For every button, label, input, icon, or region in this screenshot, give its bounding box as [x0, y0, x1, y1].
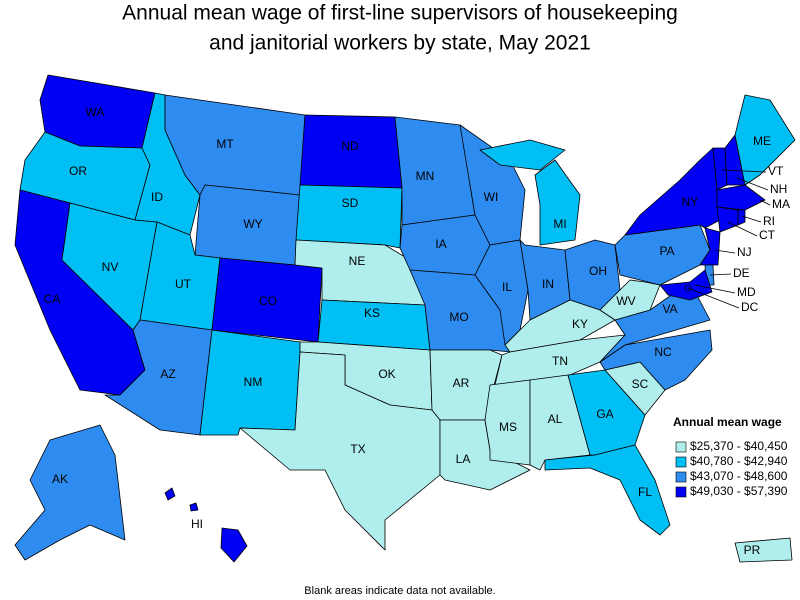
state-label: TN — [552, 354, 568, 368]
leader-line — [714, 249, 736, 254]
leader-line — [721, 169, 767, 173]
state-label: HI — [191, 517, 203, 531]
state-shape — [211, 257, 323, 343]
map-title: Annual mean wage of first-line superviso… — [122, 2, 678, 25]
state-shape — [164, 487, 176, 501]
legend-swatch — [675, 486, 687, 498]
state-shape — [295, 184, 403, 249]
footnote: Blank areas indicate data not available. — [304, 585, 495, 597]
state-shape — [716, 184, 766, 211]
state-label: DE — [733, 266, 750, 280]
state-label: OK — [378, 367, 395, 381]
legend-swatch — [675, 456, 687, 468]
state-label: UT — [175, 277, 192, 291]
state-shape — [189, 502, 199, 512]
state-label: WY — [243, 217, 262, 231]
leader-line — [694, 284, 736, 294]
state-shape — [220, 527, 248, 563]
state-label: VT — [768, 164, 784, 178]
state-label: MO — [449, 310, 468, 324]
leader-line — [727, 221, 758, 237]
legend-label: $40,780 - $42,940 — [690, 454, 788, 468]
state-label: FL — [638, 485, 652, 499]
state-label: IL — [502, 280, 512, 294]
leader-line — [741, 215, 762, 223]
state-label: NJ — [737, 245, 752, 259]
state-shape — [737, 209, 746, 226]
state-label: ME — [753, 134, 771, 148]
state-label: ID — [151, 190, 163, 204]
legend-title: Annual mean wage — [673, 415, 782, 429]
state-label: CA — [44, 292, 61, 306]
state-label: NY — [682, 195, 699, 209]
state-shape — [544, 444, 671, 536]
leader-line — [736, 177, 769, 191]
legend-label: $43,070 - $48,600 — [690, 469, 788, 483]
state-label: OH — [589, 264, 607, 278]
state-label: WV — [616, 294, 635, 308]
state-label: SC — [632, 377, 649, 391]
state-label: OR — [69, 164, 87, 178]
legend-swatch — [675, 471, 687, 483]
state-label: DC — [741, 300, 759, 314]
legend: $25,370 - $40,450$40,780 - $42,940$43,07… — [675, 439, 788, 498]
state-label: NE — [349, 254, 366, 268]
state-label: NC — [654, 345, 672, 359]
state-label: TX — [350, 442, 365, 456]
state-label: SD — [342, 196, 359, 210]
state-shape — [14, 424, 126, 561]
state-shape — [716, 206, 739, 233]
state-label: WI — [484, 190, 499, 204]
states — [14, 74, 796, 563]
state-label: ND — [341, 139, 359, 153]
state-label: LA — [456, 452, 471, 466]
state-label: PA — [659, 244, 674, 258]
legend-label: $49,030 - $57,390 — [690, 484, 788, 498]
state-label: RI — [763, 214, 775, 228]
state-label: MS — [499, 420, 517, 434]
state-label: IN — [542, 277, 554, 291]
state-label: MD — [737, 285, 756, 299]
state-label: PR — [744, 543, 761, 557]
state-label: CT — [759, 228, 776, 242]
state-labels: WA OR CA NV ID MT WY UT CO AZ NM ND SD NE KS OK TX MN IA MO… — [44, 105, 790, 557]
state-shape — [534, 159, 581, 246]
state-label: WA — [86, 105, 105, 119]
state-label: AK — [52, 472, 68, 486]
leader-line — [759, 199, 771, 206]
state-label: MI — [553, 217, 566, 231]
state-label: VA — [662, 302, 677, 316]
leader-line — [687, 287, 740, 309]
state-label: MA — [772, 197, 790, 211]
state-label: KS — [364, 306, 380, 320]
legend-swatch — [675, 441, 687, 453]
state-label: KY — [572, 317, 588, 331]
state-shape — [599, 329, 713, 391]
state-label: NV — [102, 260, 119, 274]
state-shape — [734, 537, 793, 563]
leader-line — [709, 273, 732, 276]
state-shape — [239, 351, 441, 551]
state-label: AZ — [160, 367, 175, 381]
legend-label: $25,370 - $40,450 — [690, 439, 788, 453]
state-label: AL — [548, 412, 563, 426]
state-label: CO — [259, 294, 277, 308]
map-title: and janitorial workers by state, May 202… — [209, 32, 591, 55]
state-label: AR — [453, 376, 470, 390]
state-shape — [479, 139, 566, 171]
state-label: MT — [216, 137, 234, 151]
state-label: GA — [596, 407, 613, 421]
state-label: IA — [435, 237, 446, 251]
state-label: NM — [244, 375, 263, 389]
state-label: NH — [770, 182, 787, 196]
state-label: MN — [416, 169, 435, 183]
state-shape — [624, 147, 721, 236]
state-shape — [599, 281, 711, 363]
